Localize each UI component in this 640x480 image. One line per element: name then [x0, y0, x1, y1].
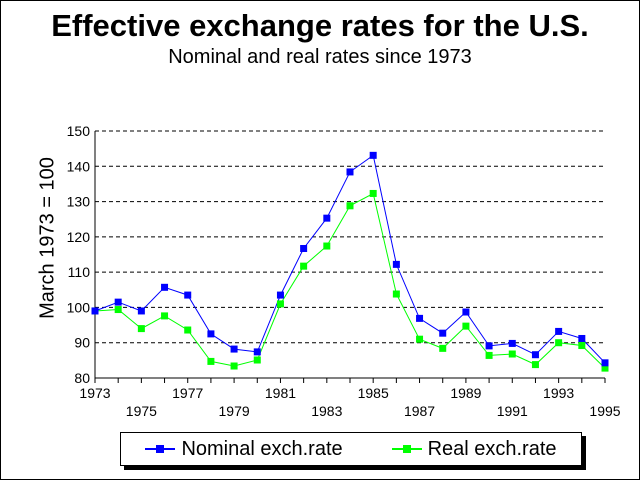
x-tick-label: 1981 — [265, 385, 296, 401]
data-point-real — [369, 189, 377, 197]
data-point-real — [184, 326, 192, 334]
data-point-nominal — [114, 298, 122, 306]
y-tick-label: 100 — [67, 299, 91, 315]
y-tick-label: 120 — [67, 229, 91, 245]
legend-swatch-nominal — [145, 443, 176, 455]
data-point-nominal — [346, 168, 354, 176]
x-tick-label: 1991 — [497, 403, 528, 419]
x-tick-label: 1989 — [450, 385, 481, 401]
data-point-nominal — [137, 307, 145, 315]
data-point-real — [555, 339, 563, 347]
x-tick-label: 1975 — [126, 403, 157, 419]
legend-label-real: Real exch.rate — [427, 437, 557, 460]
data-point-real — [323, 242, 331, 250]
chart-title: Effective exchange rates for the U.S. — [51, 8, 589, 43]
data-point-nominal — [416, 314, 424, 322]
y-tick-label: 80 — [74, 370, 90, 386]
data-point-real — [578, 342, 586, 350]
data-point-nominal — [323, 214, 331, 222]
x-tick-label: 1987 — [404, 403, 435, 419]
data-point-nominal — [369, 151, 377, 159]
x-tick-label: 1977 — [172, 385, 203, 401]
series-line-nominal — [94, 154, 606, 364]
chart-subtitle: Nominal and real rates since 1973 — [168, 46, 472, 68]
x-tick-label: 1995 — [589, 403, 620, 419]
data-point-real — [230, 362, 238, 370]
y-tick-label: 90 — [74, 335, 90, 351]
x-tick-label: 1973 — [79, 385, 110, 401]
data-point-nominal — [392, 260, 400, 268]
data-point-real — [300, 262, 308, 270]
x-tick-label: 1985 — [358, 385, 389, 401]
data-point-real — [253, 356, 261, 364]
legend-item-real: Real exch.rate — [391, 437, 557, 461]
data-point-real — [439, 344, 447, 352]
data-point-nominal — [439, 329, 447, 337]
data-point-real — [137, 325, 145, 333]
data-point-nominal — [300, 245, 308, 253]
legend-swatch-real — [391, 443, 422, 455]
data-point-real — [346, 202, 354, 210]
y-tick-label: 110 — [68, 264, 91, 280]
data-point-real — [416, 335, 424, 343]
data-point-nominal — [462, 308, 470, 316]
legend-item-nominal: Nominal exch.rate — [145, 437, 343, 461]
legend-label-nominal: Nominal exch.rate — [181, 437, 343, 460]
x-tick-label: 1993 — [543, 385, 574, 401]
data-point-real — [508, 350, 516, 358]
y-tick-label: 130 — [67, 194, 91, 210]
data-point-real — [485, 351, 493, 359]
data-point-real — [601, 364, 609, 372]
data-point-nominal — [276, 291, 284, 299]
data-point-nominal — [161, 283, 169, 291]
data-point-nominal — [184, 291, 192, 299]
data-point-real — [276, 300, 284, 308]
y-tick-label: 140 — [67, 158, 91, 174]
data-point-nominal — [578, 334, 586, 342]
data-point-nominal — [531, 351, 539, 359]
x-tick-label: 1983 — [311, 403, 342, 419]
data-point-nominal — [601, 359, 609, 367]
data-point-real — [462, 322, 470, 330]
data-point-nominal — [207, 330, 215, 338]
legend: Nominal exch.rate Real exch.rate — [120, 432, 582, 466]
data-point-real — [531, 361, 539, 369]
data-point-nominal — [485, 342, 493, 350]
series-line-real — [94, 192, 606, 369]
y-tick-label: 150 — [67, 123, 91, 139]
x-tick-label: 1979 — [219, 403, 250, 419]
data-point-real — [207, 357, 215, 365]
data-point-nominal — [508, 339, 516, 347]
data-point-nominal — [91, 307, 99, 315]
data-point-nominal — [555, 327, 563, 335]
data-point-nominal — [253, 348, 261, 356]
data-point-real — [161, 312, 169, 320]
data-point-nominal — [230, 345, 238, 353]
data-point-real — [114, 306, 122, 314]
data-point-real — [392, 290, 400, 298]
